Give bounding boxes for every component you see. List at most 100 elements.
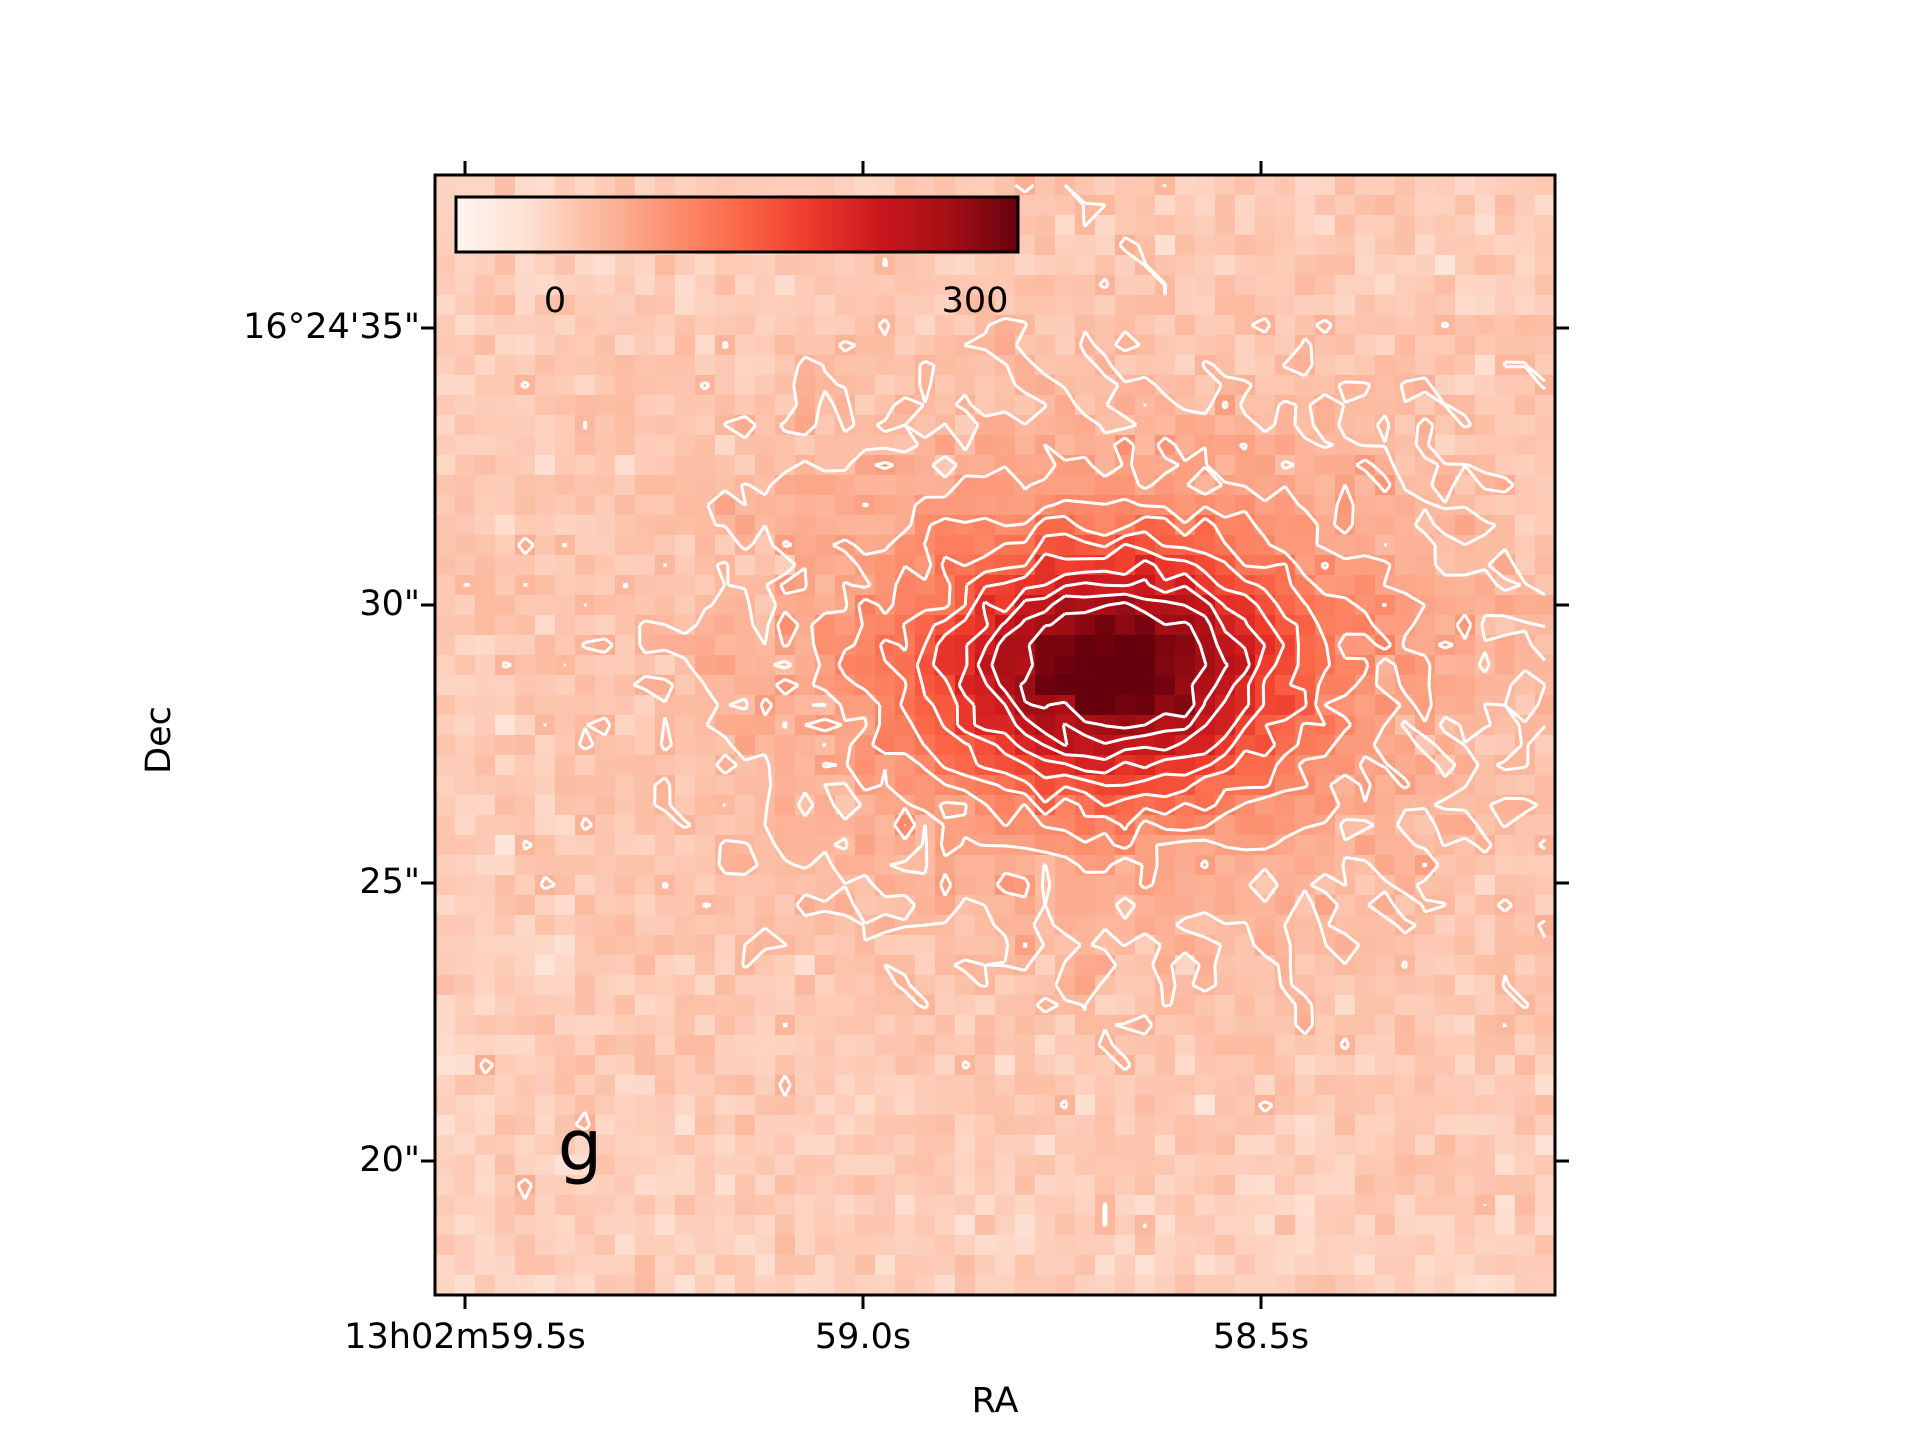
heatmap-cell (755, 375, 776, 396)
heatmap-cell (755, 975, 776, 996)
heatmap-cell (1175, 955, 1196, 976)
heatmap-cell (675, 1195, 696, 1216)
heatmap-cell (1455, 315, 1476, 336)
heatmap-cell (995, 975, 1016, 996)
heatmap-cell (975, 1095, 996, 1116)
heatmap-cell (1075, 255, 1096, 276)
heatmap-cell (1055, 315, 1076, 336)
heatmap-cell (635, 1075, 656, 1096)
heatmap-cell (975, 475, 996, 496)
heatmap-cell (1415, 715, 1436, 736)
heatmap-cell (535, 1095, 556, 1116)
heatmap-cell (1175, 255, 1196, 276)
heatmap-cell (1055, 675, 1076, 696)
heatmap-cell (1075, 295, 1096, 316)
heatmap-cell (915, 1035, 936, 1056)
heatmap-cell (835, 575, 856, 596)
heatmap-cell (1175, 795, 1196, 816)
heatmap-cell (1075, 455, 1096, 476)
heatmap-cell (1495, 1235, 1516, 1256)
heatmap-cell (515, 735, 536, 756)
heatmap-cell (895, 315, 916, 336)
heatmap-cell (875, 875, 896, 896)
heatmap-cell (1375, 1115, 1396, 1136)
heatmap-cell (475, 595, 496, 616)
heatmap-cell (675, 1175, 696, 1196)
heatmap-cell (1075, 935, 1096, 956)
heatmap-cell (1215, 875, 1236, 896)
heatmap-cell (1155, 1275, 1176, 1295)
heatmap-cell (1235, 1275, 1256, 1295)
heatmap-cell (655, 1075, 676, 1096)
heatmap-cell (1475, 615, 1496, 636)
heatmap-cell (1535, 815, 1555, 836)
heatmap-cell (1415, 535, 1436, 556)
heatmap-cell (1455, 375, 1476, 396)
heatmap-cell (755, 855, 776, 876)
heatmap-cell (1015, 1095, 1036, 1116)
heatmap-cell (1115, 1095, 1136, 1116)
heatmap-cell (595, 335, 616, 356)
heatmap-cell (1275, 1075, 1296, 1096)
heatmap-cell (1515, 195, 1536, 216)
heatmap-cell (635, 795, 656, 816)
heatmap-cell (935, 975, 956, 996)
heatmap-cell (835, 275, 856, 296)
heatmap-cell (975, 535, 996, 556)
heatmap-cell (655, 1175, 676, 1196)
heatmap-cell (1515, 855, 1536, 876)
heatmap-cell (455, 635, 476, 656)
heatmap-cell (995, 615, 1016, 636)
heatmap-cell (1195, 335, 1216, 356)
heatmap-cell (495, 1015, 516, 1036)
heatmap-cell (1215, 1135, 1236, 1156)
heatmap-cell (1515, 1155, 1536, 1176)
heatmap-cell (575, 815, 596, 836)
heatmap-cell (1155, 515, 1176, 536)
heatmap-cell (1175, 1115, 1196, 1136)
heatmap-cell (1215, 995, 1236, 1016)
heatmap-cell (875, 455, 896, 476)
heatmap-cell (635, 535, 656, 556)
heatmap-cell (1215, 335, 1236, 356)
heatmap-cell (1295, 675, 1316, 696)
heatmap-cell (1095, 315, 1116, 336)
heatmap-cell (915, 275, 936, 296)
heatmap-cell (1235, 295, 1256, 316)
heatmap-cell (935, 315, 956, 336)
heatmap-cell (1215, 215, 1236, 236)
heatmap-cell (635, 755, 656, 776)
heatmap-cell (975, 315, 996, 336)
heatmap-cell (1075, 675, 1096, 696)
heatmap-cell (1435, 935, 1456, 956)
heatmap-cell (1455, 655, 1476, 676)
heatmap-cell (1235, 495, 1256, 516)
heatmap-cell (575, 755, 596, 776)
heatmap-cell (1355, 1095, 1376, 1116)
heatmap-cell (955, 1075, 976, 1096)
heatmap-cell (995, 435, 1016, 456)
heatmap-cell (1375, 335, 1396, 356)
heatmap-cell (875, 315, 896, 336)
heatmap-cell (495, 495, 516, 516)
heatmap-cell (1355, 475, 1376, 496)
heatmap-cell (1455, 1255, 1476, 1276)
heatmap-cell (1235, 1155, 1256, 1176)
heatmap-cell (515, 375, 536, 396)
heatmap-cell (535, 175, 556, 196)
heatmap-cell (715, 1075, 736, 1096)
heatmap-cell (655, 1015, 676, 1036)
heatmap-cell (615, 1175, 636, 1196)
heatmap-cell (1315, 655, 1336, 676)
heatmap-cell (995, 1155, 1016, 1176)
heatmap-cell (1275, 715, 1296, 736)
heatmap-cell (1495, 875, 1516, 896)
heatmap-cell (1515, 1135, 1536, 1156)
heatmap-cell (1275, 1235, 1296, 1256)
heatmap-cell (1335, 235, 1356, 256)
heatmap-cell (895, 975, 916, 996)
heatmap-cell (1175, 315, 1196, 336)
heatmap-cell (1415, 675, 1436, 696)
heatmap-cell (635, 815, 656, 836)
heatmap-cell (1255, 935, 1276, 956)
